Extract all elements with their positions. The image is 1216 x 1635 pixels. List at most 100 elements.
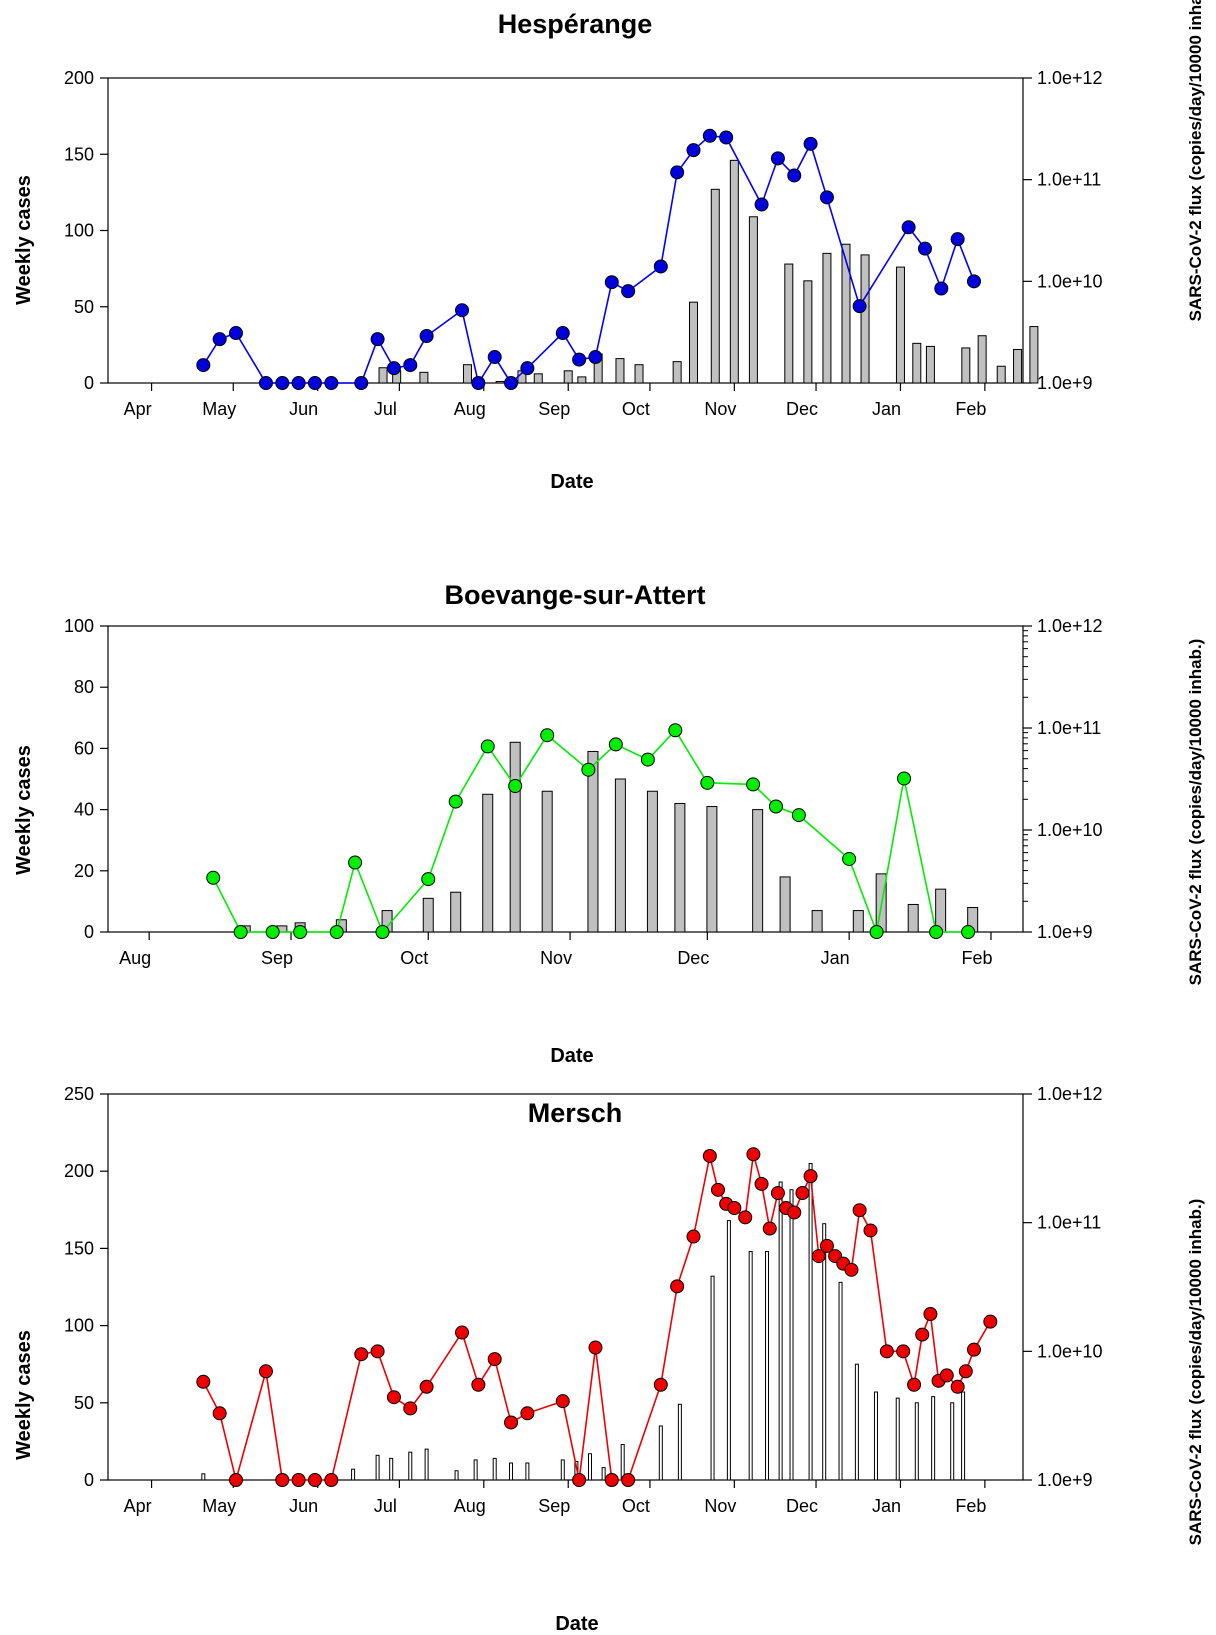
flux-point (386, 361, 401, 376)
case-bar (710, 188, 720, 384)
flux-point (727, 1201, 742, 1216)
flux-point (762, 1221, 777, 1236)
flux-point (863, 1223, 878, 1238)
flux-point (572, 352, 587, 367)
case-bar (424, 1448, 429, 1481)
flux-point (869, 925, 884, 939)
flux-point (653, 1377, 668, 1392)
flux-point (228, 326, 243, 341)
flux-point (958, 1364, 973, 1379)
flux-point (896, 1344, 911, 1359)
x-tick-label: Dec (677, 948, 709, 968)
case-bar (752, 809, 764, 933)
y-tick-label: 50 (74, 297, 94, 317)
case-bar (961, 1391, 966, 1481)
case-bar (778, 1181, 783, 1481)
case-bar (473, 1459, 478, 1481)
case-bar (454, 1470, 459, 1481)
flux-point (879, 1344, 894, 1359)
case-bar (615, 358, 625, 384)
flux-point (746, 777, 761, 792)
case-bar (450, 891, 462, 933)
flux-point (939, 1368, 954, 1383)
flux-point (354, 1347, 369, 1362)
case-bar (748, 216, 758, 384)
case-bar (408, 1451, 413, 1481)
y-tick-label: 60 (74, 738, 94, 758)
y-axis-label: Weekly cases (13, 745, 35, 875)
flux-point (803, 1169, 818, 1184)
plot-frame (107, 625, 1024, 933)
y-axis-label: Weekly cases (13, 175, 35, 305)
flux-line (202, 134, 975, 386)
x-tick-label: May (202, 399, 236, 419)
case-bar (808, 1162, 813, 1481)
flux-point (455, 1325, 470, 1340)
flux-point (504, 376, 519, 390)
flux-point (670, 165, 685, 180)
flux-point (653, 259, 668, 274)
flux-point (961, 925, 976, 939)
y-tick-label: 100 (64, 616, 94, 636)
flux-point (354, 376, 369, 390)
case-bar (601, 1467, 606, 1481)
y-tick-label: 0 (84, 1470, 94, 1490)
flux-point (588, 1340, 603, 1355)
x-tick-label: Jul (374, 399, 397, 419)
flux-point (966, 274, 981, 289)
case-bar (912, 342, 922, 384)
x-axis-label: Date (555, 1613, 598, 1635)
x-tick-label: Oct (400, 948, 428, 968)
flux-point (403, 1401, 418, 1416)
y-axis-label: Weekly cases (13, 1330, 35, 1460)
flux-point (555, 326, 570, 341)
flux-point (711, 1182, 725, 1197)
case-bar (533, 373, 543, 384)
x-tick-label: Nov (704, 1496, 736, 1516)
flux-point (375, 925, 390, 939)
case-bar (822, 252, 832, 384)
flux-point (370, 332, 385, 347)
flux-point (668, 723, 683, 738)
x-tick-label: Nov (540, 948, 572, 968)
chart-title: Boevange-sur-Attert (444, 580, 705, 610)
flux-point (852, 299, 867, 314)
flux-point (540, 728, 555, 743)
y-tick-label: 200 (64, 68, 94, 88)
flux-point (604, 1473, 619, 1487)
case-bar (201, 1473, 206, 1481)
y2-tick-label: 1.0e+12 (1037, 1084, 1103, 1104)
flux-point (608, 737, 623, 752)
case-bar (860, 254, 870, 384)
flux-point (504, 1415, 519, 1430)
case-bar (925, 345, 935, 384)
flux-point (212, 1406, 227, 1421)
case-bar (492, 1457, 497, 1481)
flux-point (770, 151, 785, 166)
y-tick-label: 80 (74, 677, 94, 697)
case-bar (1029, 326, 1039, 384)
case-bar (961, 347, 971, 384)
case-bar (895, 1397, 900, 1481)
case-bar (789, 1189, 794, 1481)
case-bar (895, 266, 905, 384)
flux-point (572, 1473, 587, 1487)
flux-point (421, 872, 436, 887)
x-tick-label: Sep (538, 399, 570, 419)
case-bar (482, 793, 494, 933)
y-tick-label: 40 (74, 800, 94, 820)
case-bar (996, 365, 1006, 384)
x-tick-label: Aug (454, 399, 486, 419)
case-bar (726, 1220, 731, 1481)
flux-point (370, 1344, 385, 1359)
case-bar (634, 364, 644, 384)
flux-point (621, 1473, 636, 1487)
case-bar (765, 1250, 770, 1481)
flux-point (588, 350, 603, 365)
flux-point (386, 1390, 401, 1405)
panel-hesperange: Hespérange Date Weekly cases SARS-CoV-2 … (13, 0, 1205, 493)
x-tick-label: Jun (289, 399, 318, 419)
case-bar (748, 1250, 753, 1481)
case-bar (422, 897, 434, 933)
flux-point (258, 376, 273, 390)
